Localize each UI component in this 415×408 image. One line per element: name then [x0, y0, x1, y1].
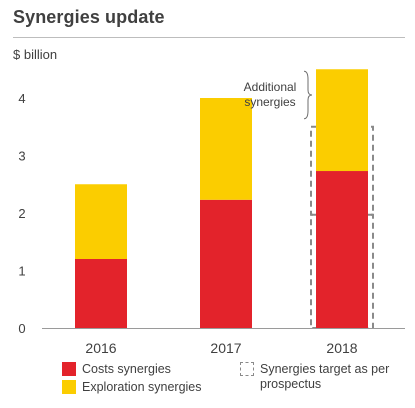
legend-left: Costs synergies Exploration synergies: [62, 362, 202, 398]
legend-item-costs: Costs synergies: [62, 362, 202, 377]
legend-item-target: Synergies target as per prospectus: [240, 362, 389, 392]
y-tick-label: 0: [18, 321, 25, 336]
legend-swatch-costs: [62, 362, 76, 376]
legend-label-target-line2: prospectus: [260, 377, 322, 391]
y-tick-label: 2: [18, 206, 25, 221]
bar-exploration-2016: [75, 184, 127, 259]
x-category-label: 2017: [210, 340, 241, 356]
bars-group: [75, 69, 368, 328]
x-category-label: 2016: [85, 340, 116, 356]
legend-swatch-exploration: [62, 380, 76, 394]
legend-item-exploration: Exploration synergies: [62, 380, 202, 395]
y-axis-unit-label: $ billion: [13, 47, 58, 62]
bar-costs-2017: [200, 199, 252, 328]
annotation-line-2: synergies: [244, 95, 295, 109]
additional-synergies-annotation: Additional synergies: [244, 70, 313, 120]
y-tick-label: 3: [18, 149, 25, 164]
title-divider: [13, 37, 405, 38]
bar-costs-2016: [75, 259, 127, 328]
x-category-label: 2018: [326, 340, 357, 356]
legend-swatch-target: [240, 362, 254, 376]
annotation-line-1: Additional: [244, 80, 297, 94]
bar-exploration-2017: [200, 98, 252, 200]
x-axis-categories: 2016 2017 2018: [85, 340, 357, 356]
bracket-brace: [303, 70, 313, 120]
bar-costs-2018: [316, 171, 368, 328]
bar-exploration-2018: [316, 69, 368, 172]
y-tick-label: 1: [18, 264, 25, 279]
legend-label-exploration: Exploration synergies: [82, 380, 202, 394]
legend-right: Synergies target as per prospectus: [240, 362, 389, 395]
legend-label-target: Synergies target as per prospectus: [260, 362, 389, 392]
legend-label-costs: Costs synergies: [82, 362, 171, 376]
legend-label-target-line1: Synergies target as per: [260, 362, 390, 376]
y-tick-label: 4: [18, 91, 25, 106]
chart-title: Synergies update: [13, 7, 165, 27]
y-axis-ticks: 0 1 2 3 4: [18, 91, 25, 336]
